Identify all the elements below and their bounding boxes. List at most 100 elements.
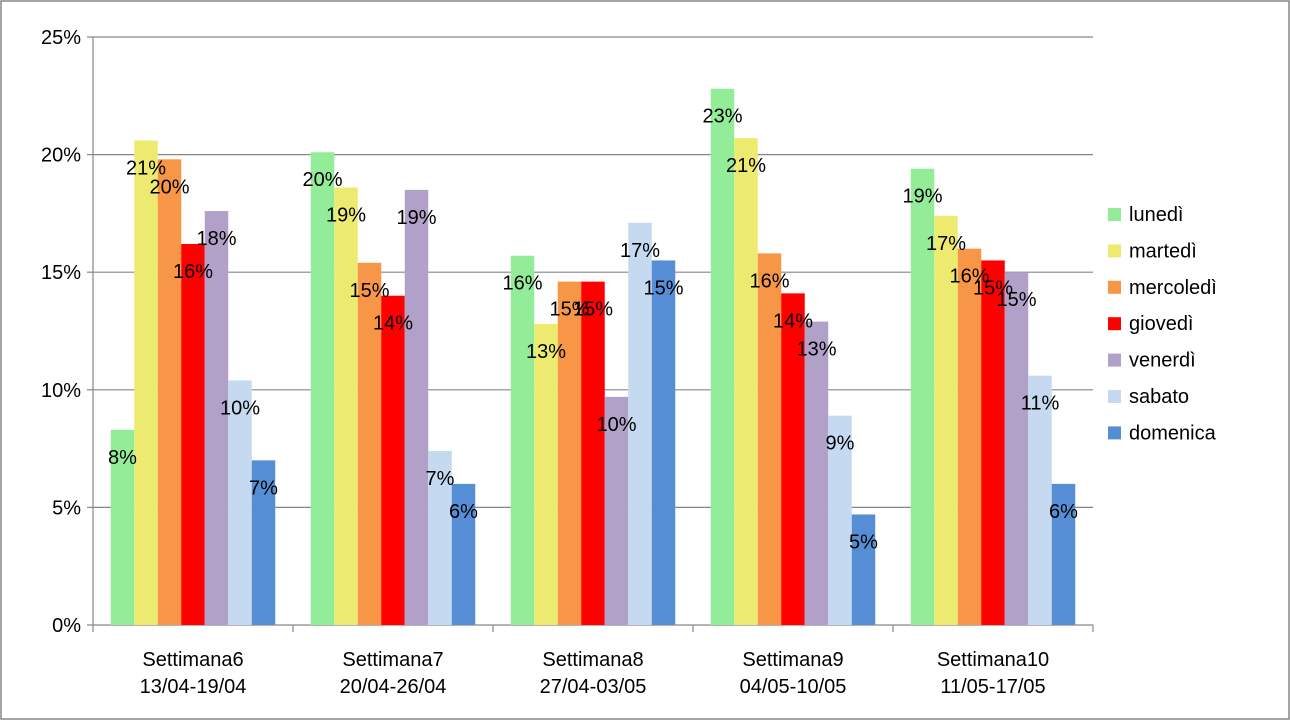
data-label: 7%: [249, 477, 278, 499]
data-label: 11%: [1021, 393, 1060, 415]
bar: [357, 262, 382, 625]
bar: [604, 396, 629, 625]
data-label: 18%: [196, 228, 236, 250]
axes: 0% 5% 10% 15% 20% 25% Settimana6 13/04-19/04 Set…: [41, 27, 1094, 698]
data-label: 15%: [349, 280, 389, 302]
bar: [181, 243, 205, 625]
legend-swatch: [1108, 426, 1121, 440]
data-label: 13%: [796, 339, 836, 361]
bar: [781, 293, 805, 625]
bar: [1028, 375, 1052, 625]
bar: [757, 253, 782, 625]
bar: [910, 168, 935, 625]
data-label: 16%: [749, 270, 789, 292]
legend-swatch: [1108, 353, 1121, 367]
bar: [710, 88, 735, 625]
bar: [204, 211, 229, 625]
data-label: 9%: [826, 433, 855, 455]
data-label: 15%: [549, 299, 589, 321]
bars: [110, 88, 1076, 626]
data-label: 19%: [902, 186, 942, 208]
legend: lunedì martedì mercoledì giovedì venerdì saba…: [1108, 204, 1217, 444]
bar: [228, 380, 252, 625]
data-label: 21%: [126, 157, 166, 179]
bar: [334, 187, 358, 625]
legend-swatch: [1108, 390, 1121, 403]
legend-swatch: [1108, 208, 1121, 221]
bar: [134, 140, 158, 625]
y-tick-label: 10%: [41, 380, 81, 402]
legend-swatch: [1108, 244, 1121, 258]
x-tick-label: Settimana7 20/04-26/04: [340, 649, 447, 698]
bar: [804, 321, 829, 625]
bar: [428, 450, 452, 625]
bar: [251, 460, 276, 625]
legend-label: martedì: [1129, 240, 1197, 262]
data-label: 19%: [326, 205, 366, 227]
data-label: 14%: [773, 310, 813, 332]
data-label: 6%: [1049, 501, 1078, 523]
bar: [957, 248, 982, 625]
data-label: 16%: [173, 261, 213, 283]
data-label: 23%: [702, 106, 742, 128]
legend-label: lunedì: [1129, 204, 1184, 226]
bar: [534, 323, 558, 625]
data-label: 8%: [108, 447, 137, 469]
data-label: 16%: [502, 273, 542, 295]
bar: [557, 281, 582, 625]
bar: [451, 483, 476, 625]
y-tick-label: 5%: [52, 497, 81, 519]
data-label: 20%: [149, 176, 189, 198]
data-label: 17%: [620, 240, 660, 262]
bar: [310, 152, 335, 626]
bar: [510, 255, 535, 625]
bar: [981, 260, 1005, 625]
bar: [734, 138, 758, 626]
y-tick-label: 15%: [41, 262, 81, 284]
x-tick-label: Settimana10 11/05-17/05: [937, 649, 1049, 698]
legend-label: venerdì: [1129, 350, 1196, 372]
bar: [1004, 272, 1029, 625]
bar: [110, 429, 135, 625]
legend-label: domenica: [1129, 422, 1217, 444]
data-label: 21%: [726, 155, 766, 177]
data-label: 7%: [426, 468, 455, 490]
bar: [828, 415, 852, 625]
data-label: 15%: [573, 299, 613, 321]
bar: [628, 222, 652, 626]
x-tick-label: Settimana9 04/05-10/05: [740, 649, 847, 698]
bar: [851, 514, 876, 625]
y-tick-label: 0%: [52, 615, 81, 637]
bar: [581, 281, 605, 625]
data-label: 15%: [973, 277, 1013, 299]
data-label: 17%: [926, 233, 966, 255]
bar: [404, 189, 429, 625]
y-tick-label: 20%: [41, 145, 81, 167]
legend-label: mercoledì: [1129, 277, 1217, 299]
x-tick-label: Settimana8 27/04-03/05: [540, 649, 647, 698]
bar: [934, 215, 958, 625]
legend-label: giovedì: [1129, 313, 1194, 335]
y-tick-label: 25%: [41, 27, 81, 49]
legend-swatch: [1108, 317, 1121, 331]
bar: [157, 159, 182, 625]
data-label: 13%: [526, 341, 566, 363]
bar: [381, 295, 405, 625]
x-tick-label: Settimana6 13/04-19/04: [140, 649, 247, 698]
legend-label: sabato: [1129, 386, 1189, 408]
data-label: 15%: [643, 277, 683, 299]
data-label: 5%: [849, 531, 878, 553]
legend-swatch: [1108, 280, 1121, 294]
data-label: 14%: [373, 313, 413, 335]
bar: [1051, 483, 1076, 625]
data-label: 20%: [302, 169, 342, 191]
data-label: 6%: [449, 501, 478, 523]
data-label: 10%: [220, 397, 260, 419]
data-labels: 8%21%20%16%18%10%7%20%19%15%14%19%7%6%16…: [108, 106, 1078, 554]
data-label: 16%: [949, 266, 989, 288]
data-label: 10%: [596, 414, 636, 436]
data-label: 15%: [996, 289, 1036, 311]
bar: [651, 260, 676, 625]
